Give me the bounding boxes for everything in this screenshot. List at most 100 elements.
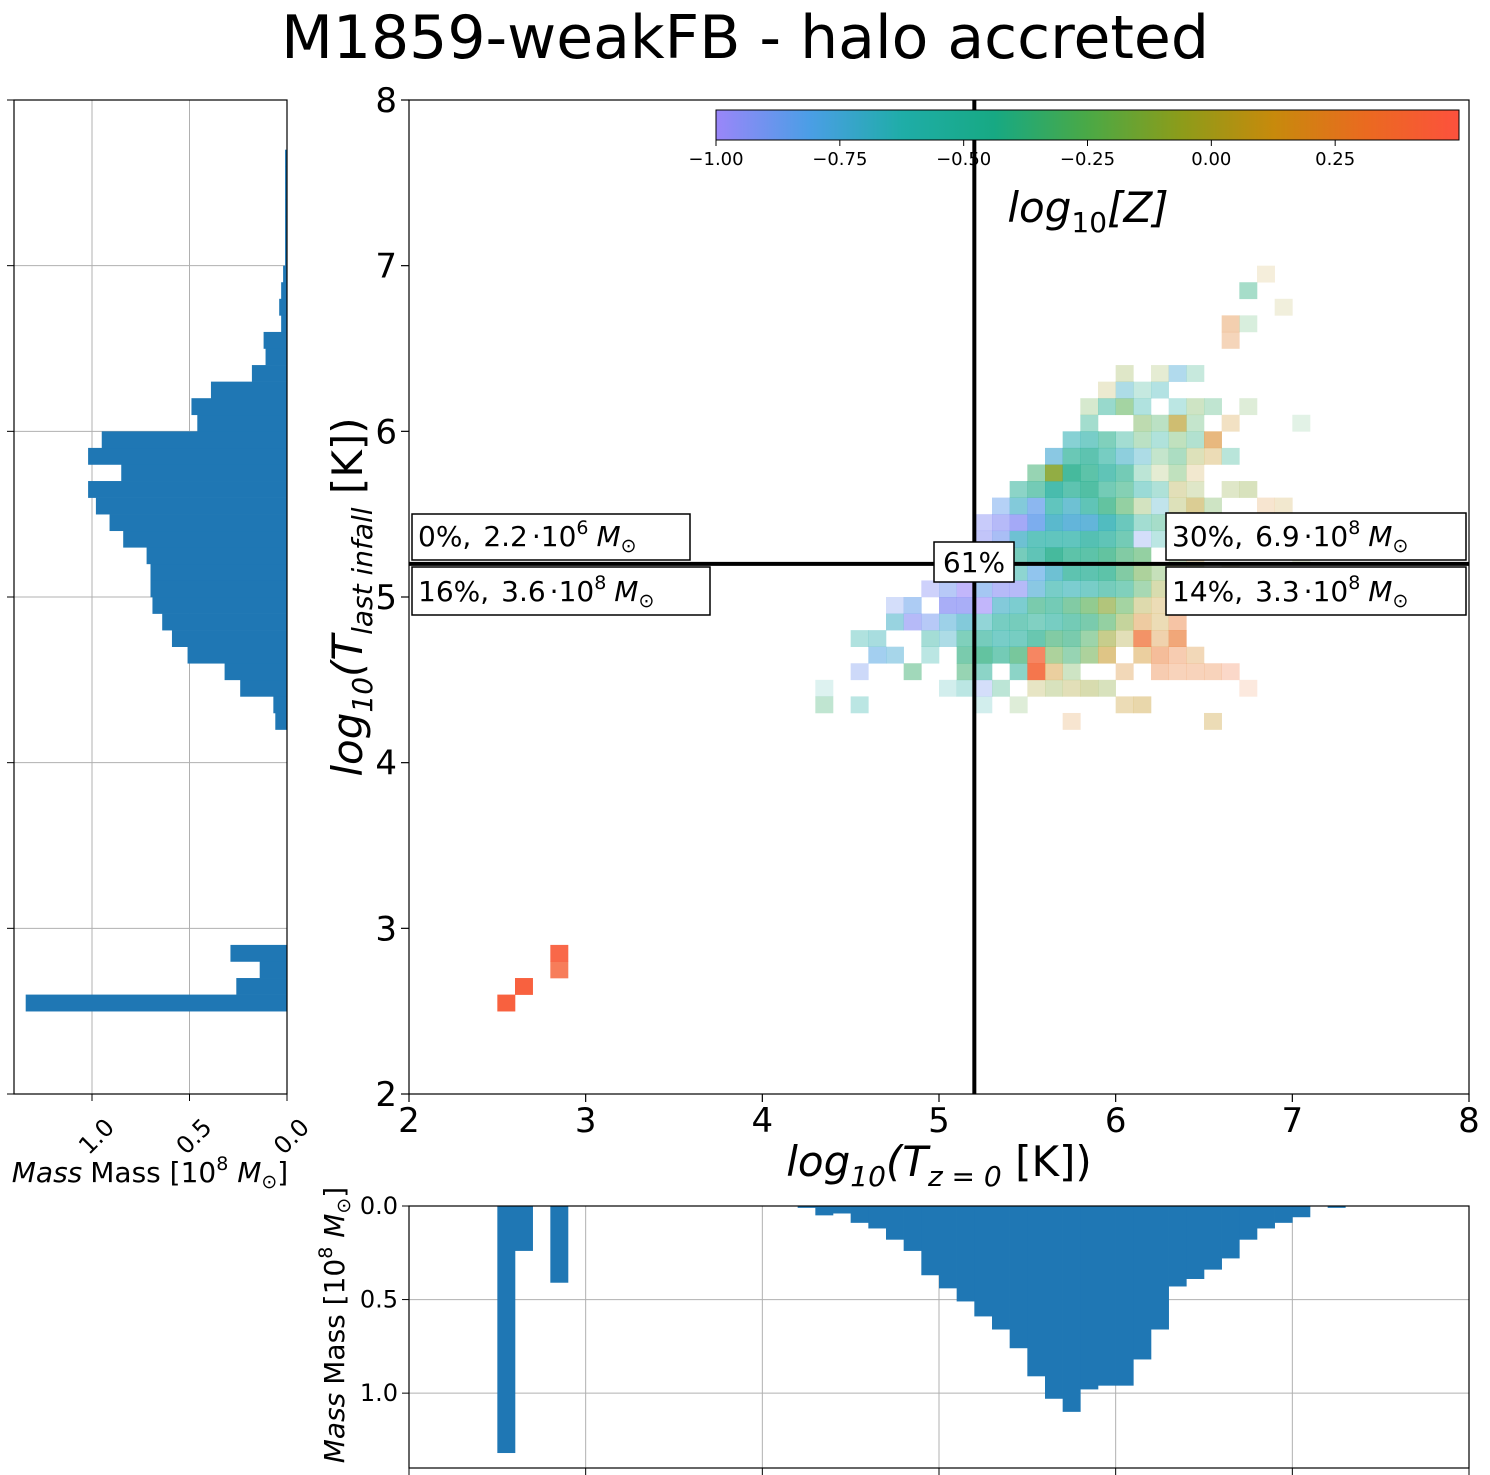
bottom-histogram-panel: 0.0 0.5 1.0 MassMass [108 M⊙] <box>315 1187 1470 1475</box>
bottom-hist-bar <box>1221 1206 1240 1259</box>
heatmap-cell <box>1027 563 1046 581</box>
heatmap-cell <box>1204 663 1222 681</box>
heatmap-cell <box>1045 663 1063 681</box>
heatmap-cell <box>1186 431 1205 449</box>
heatmap-cell <box>1062 580 1081 598</box>
left-hist-tick-label: 0.5 <box>171 1113 218 1160</box>
heatmap-cell <box>974 514 993 532</box>
heatmap-cell <box>1115 381 1134 399</box>
colorbar: −1.00 −0.75 −0.50 −0.25 0.00 0.25 log10[Z] <box>688 109 1460 239</box>
bottom-hist-bar <box>797 1206 816 1208</box>
heatmap-cell <box>1239 481 1258 498</box>
left-hist-bar <box>171 630 287 647</box>
bottom-hist-bar <box>1133 1206 1152 1360</box>
heatmap-cell <box>1115 696 1134 714</box>
heatmap-cell <box>1027 580 1046 598</box>
left-hist-bar <box>187 646 287 664</box>
heatmap-cell <box>1151 597 1169 614</box>
heatmap-cell <box>1133 696 1152 714</box>
left-hist-bar <box>279 298 287 316</box>
heatmap-cell <box>1133 547 1152 565</box>
bottom-hist-bar <box>515 1206 533 1251</box>
heatmap-cell <box>1204 398 1222 416</box>
heatmap-cell <box>1062 613 1081 631</box>
bottom-hist-ticks: 0.0 0.5 1.0 <box>360 1192 1470 1475</box>
heatmap-cell <box>1115 514 1134 532</box>
heatmap-cell <box>1080 547 1099 565</box>
heatmap-cell <box>1151 530 1169 548</box>
left-hist-bar <box>25 994 287 1012</box>
heatmap-cell <box>1204 712 1222 730</box>
heatmap-cell <box>1168 414 1187 432</box>
bottom-hist-bar <box>868 1206 887 1229</box>
heatmap-cell <box>1062 481 1081 498</box>
heatmap-cell <box>903 597 922 614</box>
bottom-hist-bar <box>1045 1206 1063 1399</box>
heatmap-cell <box>939 580 957 598</box>
main-panel: 2 3 4 5 6 7 8 2 3 4 5 6 7 8 log10(Tz = 0 [K]) log10(… <box>323 81 1480 1193</box>
bottom-hist-bar <box>833 1206 851 1214</box>
heatmap-cell <box>850 696 869 714</box>
heatmap-cell <box>550 944 569 962</box>
left-hist-bar <box>109 514 287 532</box>
heatmap-cell <box>939 630 957 647</box>
heatmap-cell <box>1045 613 1063 631</box>
heatmap-cell <box>1098 381 1116 399</box>
left-hist-tick-label: 0.0 <box>268 1113 315 1160</box>
x-tick-label: 5 <box>928 1101 950 1141</box>
heatmap-cell <box>1115 481 1134 498</box>
heatmap-cell <box>1080 398 1099 416</box>
heatmap-cell <box>992 630 1010 647</box>
heatmap-cell <box>921 580 940 598</box>
heatmap-cell <box>1274 497 1293 515</box>
heatmap-cell <box>1062 464 1081 482</box>
heatmap-cell <box>1115 464 1134 482</box>
left-histogram-panel: 1.0 0.5 0.0 Mass Mass [108 M⊙] <box>7 99 315 1193</box>
bottom-hist-bar <box>497 1206 516 1454</box>
heatmap-cell <box>1080 580 1099 598</box>
y-tick-label: 6 <box>375 412 397 452</box>
quadrant-label-bottom-left: 16%, 3.6·108 M⊙ <box>411 566 711 616</box>
y-tick-label: 5 <box>375 578 397 618</box>
heatmap-cell <box>974 696 993 714</box>
heatmap-cell <box>1045 481 1063 498</box>
heatmap-cell <box>1009 580 1028 598</box>
heatmap-cell <box>1239 282 1258 300</box>
heatmap-cell <box>1080 530 1099 548</box>
heatmap-cell <box>939 613 957 631</box>
bottom-hist-bars <box>497 1206 1346 1454</box>
heatmap-cell <box>550 961 569 979</box>
left-hist-bar <box>273 696 287 714</box>
heatmap-cell <box>1133 381 1152 399</box>
heatmap-cell <box>1098 464 1116 482</box>
heatmap-cell <box>1062 497 1081 515</box>
heatmap-cell <box>1009 613 1028 631</box>
colorbar-gradient <box>715 109 1460 141</box>
heatmap-cell <box>1009 481 1028 498</box>
heatmap-cell <box>1045 646 1063 664</box>
bottom-hist-bar <box>956 1206 975 1302</box>
heatmap-cell <box>974 597 993 614</box>
heatmap-cell <box>1151 414 1169 432</box>
left-hist-bar <box>152 597 287 614</box>
left-hist-bar <box>281 282 287 300</box>
heatmap-cell <box>1133 597 1152 614</box>
y-tick-label: 2 <box>375 1075 397 1115</box>
heatmap-cell <box>1221 331 1240 349</box>
main-x-ticks: 2 3 4 5 6 7 8 <box>398 1094 1480 1141</box>
colorbar-tick-label: 0.00 <box>1191 149 1231 170</box>
heatmap-cell <box>886 613 904 631</box>
heatmap-cell <box>1080 613 1099 631</box>
bottom-hist-bar <box>992 1206 1010 1330</box>
heatmap-cell <box>1098 447 1116 465</box>
y-tick-label: 8 <box>375 81 397 121</box>
heatmap-cell <box>1045 497 1063 515</box>
left-hist-bar <box>285 149 287 167</box>
heatmap-cell <box>1098 679 1116 697</box>
left-hist-bar <box>236 978 287 995</box>
heatmap-cell <box>1098 398 1116 416</box>
heatmap-cell <box>1151 563 1169 581</box>
heatmap-cell <box>1045 580 1063 598</box>
bottom-hist-bar <box>1151 1206 1169 1330</box>
left-hist-bar <box>285 249 287 266</box>
